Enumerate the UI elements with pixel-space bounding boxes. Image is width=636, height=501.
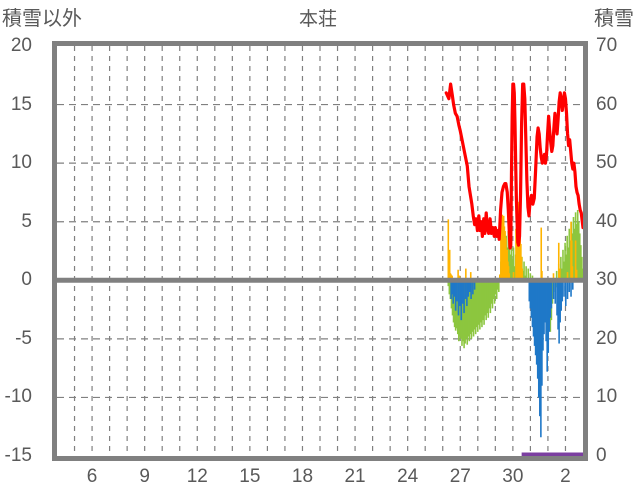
- blue-bar-series: [450, 280, 574, 438]
- right-axis-tick: 50: [596, 152, 618, 174]
- left-axis-unit-label: 積雪以外: [2, 8, 82, 30]
- plot-inner: [57, 46, 583, 456]
- left-axis-tick: 5: [21, 210, 32, 232]
- left-axis-tick: -15: [4, 445, 32, 466]
- bottom-axis-tick: 24: [397, 466, 419, 487]
- bottom-axis-tick: 21: [344, 466, 366, 487]
- right-axis-tick: 0: [596, 445, 607, 466]
- chart-canvas: [57, 46, 583, 456]
- right-axis-unit-label: 積雪: [594, 8, 634, 30]
- left-axis-tick: -10: [4, 386, 32, 408]
- snow-depth-line: [444, 82, 583, 250]
- right-axis-tick: 10: [596, 386, 618, 408]
- right-axis-tick: 30: [596, 269, 618, 291]
- right-axis-tick: 70: [596, 35, 618, 56]
- bottom-axis-tick: 6: [86, 466, 98, 487]
- bottom-axis-tick: 27: [449, 466, 471, 487]
- left-axis-tick: 0: [21, 269, 32, 291]
- left-axis-tick: -5: [15, 327, 32, 349]
- right-axis-tick: 60: [596, 93, 618, 115]
- left-axis-tick: 20: [10, 35, 32, 56]
- bottom-axis-tick: 9: [139, 466, 150, 487]
- bottom-axis-tick: 12: [186, 466, 208, 487]
- bottom-axis-tick: 15: [239, 466, 261, 487]
- plot-area: [52, 41, 588, 461]
- right-axis-tick: 40: [596, 210, 618, 232]
- bottom-axis-tick: 2: [560, 466, 571, 487]
- left-axis-tick: 10: [10, 152, 32, 174]
- right-axis-tick: 20: [596, 327, 618, 349]
- bottom-axis-tick: 30: [502, 466, 524, 487]
- gridlines: [57, 46, 583, 456]
- left-axis-tick: 15: [10, 93, 32, 115]
- bottom-axis-tick: 18: [291, 466, 314, 487]
- page-title: 本荘: [298, 9, 337, 30]
